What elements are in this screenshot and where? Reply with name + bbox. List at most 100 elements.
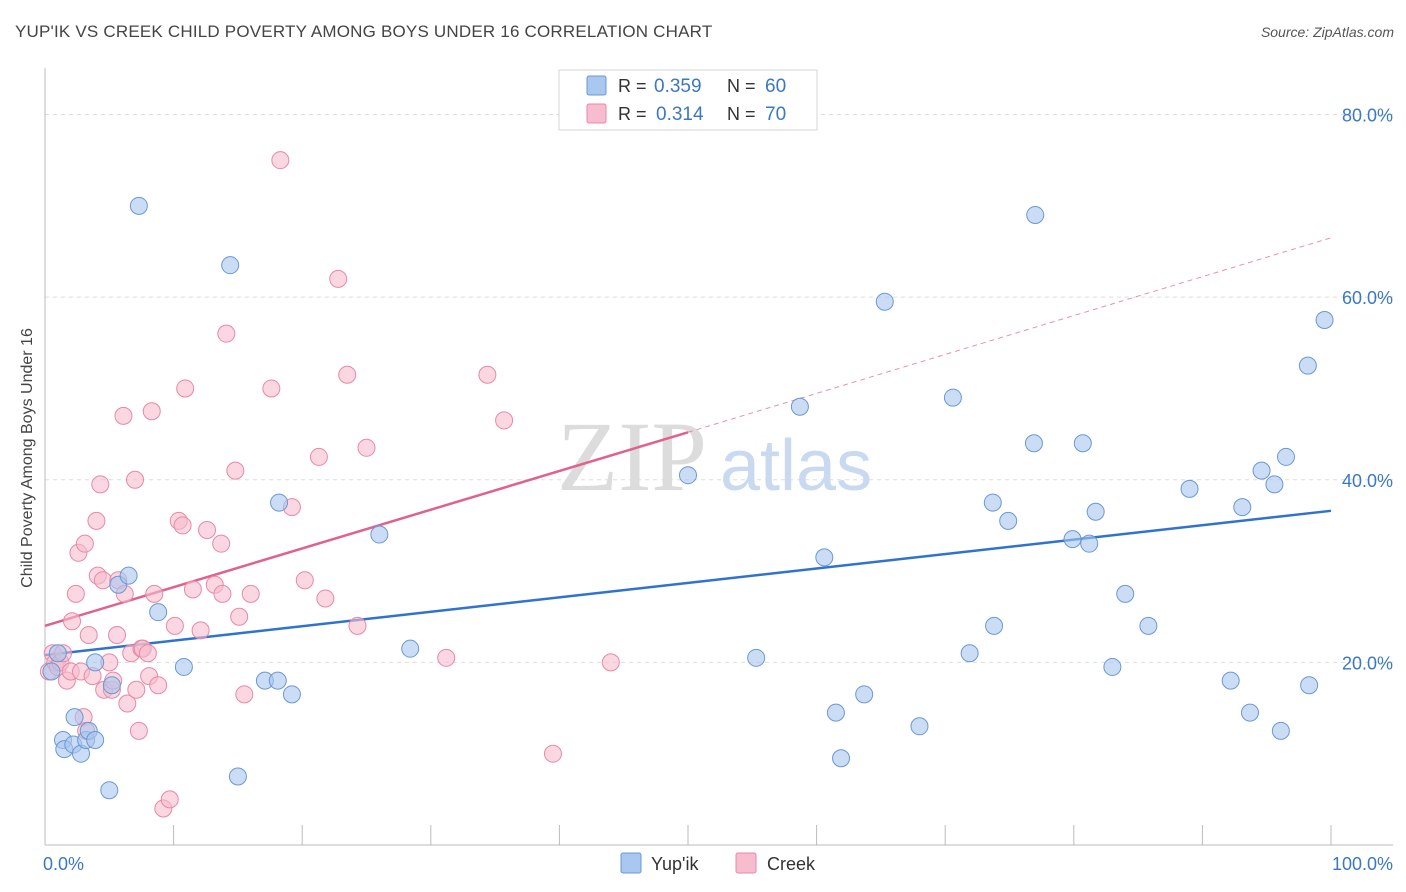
yupik-point	[1240, 703, 1259, 722]
stats-legend: R = 0.359 N = 60 R = 0.314 N = 70	[558, 69, 818, 131]
creek-point	[357, 438, 376, 457]
yupik-point	[282, 685, 301, 704]
legend-creek-label: Creek	[767, 854, 816, 874]
creek-point	[79, 625, 98, 644]
creek-point	[348, 616, 367, 635]
creek-point	[230, 607, 249, 626]
watermark-zip: ZIP	[557, 401, 707, 512]
creek-trend-line	[44, 431, 689, 628]
yupik-point	[270, 493, 289, 512]
creek-point	[241, 584, 260, 603]
legend-yupik-label: Yup'ik	[651, 854, 699, 874]
creek-point	[191, 621, 210, 640]
creek-point	[329, 269, 348, 288]
yupik-point	[1298, 356, 1317, 375]
yupik-point	[1276, 447, 1295, 466]
yupik-point	[1116, 584, 1135, 603]
creek-n-label: N =	[727, 104, 756, 124]
yupik-point	[747, 648, 766, 667]
yupik-trend-line	[44, 509, 1332, 657]
axes	[44, 68, 1393, 846]
creek-point	[235, 685, 254, 704]
yupik-point	[832, 749, 851, 768]
creek-points	[39, 151, 620, 818]
creek-point	[478, 365, 497, 384]
yupik-point	[1024, 434, 1043, 453]
creek-point	[295, 571, 314, 590]
creek-point	[226, 461, 245, 480]
legend-creek-icon	[735, 852, 757, 874]
yupik-point	[1265, 475, 1284, 494]
yupik-point	[815, 548, 834, 567]
yupik-point	[1252, 461, 1271, 480]
creek-point	[127, 680, 146, 699]
legend-yupik-icon	[620, 852, 642, 874]
yupik-point	[826, 703, 845, 722]
creek-point	[75, 534, 94, 553]
creek-point	[91, 475, 110, 494]
y-tick-label: 60.0%	[1342, 288, 1393, 308]
yupik-point	[86, 730, 105, 749]
yupik-r-label: R =	[618, 76, 647, 96]
creek-point	[213, 584, 232, 603]
x-tick-label: 100.0%	[1332, 854, 1393, 874]
creek-point	[212, 534, 231, 553]
gridlines	[45, 114, 1393, 663]
yupik-point	[129, 196, 148, 215]
yupik-point	[48, 644, 67, 663]
yupik-point	[119, 566, 138, 585]
source-label: Source: ZipAtlas.com	[1260, 24, 1394, 40]
creek-point	[198, 520, 217, 539]
yupik-point	[42, 662, 61, 681]
yupik-points	[42, 196, 1334, 800]
creek-point	[160, 790, 179, 809]
creek-point	[316, 589, 335, 608]
creek-point	[66, 584, 85, 603]
creek-point	[217, 324, 236, 343]
yupik-point	[100, 781, 119, 800]
creek-point	[176, 379, 195, 398]
yupik-point	[1026, 205, 1045, 224]
yupik-point	[1073, 434, 1092, 453]
yupik-point	[1180, 479, 1199, 498]
yupik-point	[790, 397, 809, 416]
yupik-point	[875, 292, 894, 311]
creek-n-value: 70	[765, 104, 786, 125]
yupik-point	[174, 657, 193, 676]
yupik-point	[1139, 616, 1158, 635]
yupik-point	[86, 653, 105, 672]
watermark-atlas: atlas	[720, 426, 872, 506]
yupik-point	[1233, 498, 1252, 517]
yupik-point	[1221, 671, 1240, 690]
creek-point	[149, 676, 168, 695]
yupik-point	[985, 616, 1004, 635]
creek-trend-extension	[687, 237, 1332, 433]
yupik-point	[1271, 721, 1290, 740]
creek-r-value: 0.314	[656, 104, 704, 125]
yupik-point	[910, 717, 929, 736]
y-tick-label: 40.0%	[1342, 471, 1393, 491]
creek-point	[309, 447, 328, 466]
creek-point	[437, 648, 456, 667]
yupik-point	[1315, 310, 1334, 329]
tick-labels: 20.0% 40.0% 60.0% 80.0% 0.0% 100.0%	[43, 106, 1393, 874]
yupik-point	[370, 525, 389, 544]
watermark: ZIP atlas	[557, 401, 872, 512]
creek-point	[262, 379, 281, 398]
y-tick-label: 20.0%	[1342, 653, 1393, 673]
yupik-point	[1063, 530, 1082, 549]
yupik-point	[960, 644, 979, 663]
creek-point	[126, 470, 145, 489]
y-tick-label: 80.0%	[1342, 106, 1393, 126]
creek-r-label: R =	[618, 104, 647, 124]
chart-title: YUP'IK VS CREEK CHILD POVERTY AMONG BOYS…	[15, 22, 713, 41]
yupik-point	[221, 256, 240, 275]
creek-point	[601, 653, 620, 672]
creek-point	[108, 625, 127, 644]
bottom-legend: Yup'ik Creek	[620, 852, 816, 874]
yupik-point	[401, 639, 420, 658]
creek-point	[63, 612, 82, 631]
creek-point	[114, 406, 133, 425]
creek-point	[271, 151, 290, 170]
yupik-point	[1300, 676, 1319, 695]
